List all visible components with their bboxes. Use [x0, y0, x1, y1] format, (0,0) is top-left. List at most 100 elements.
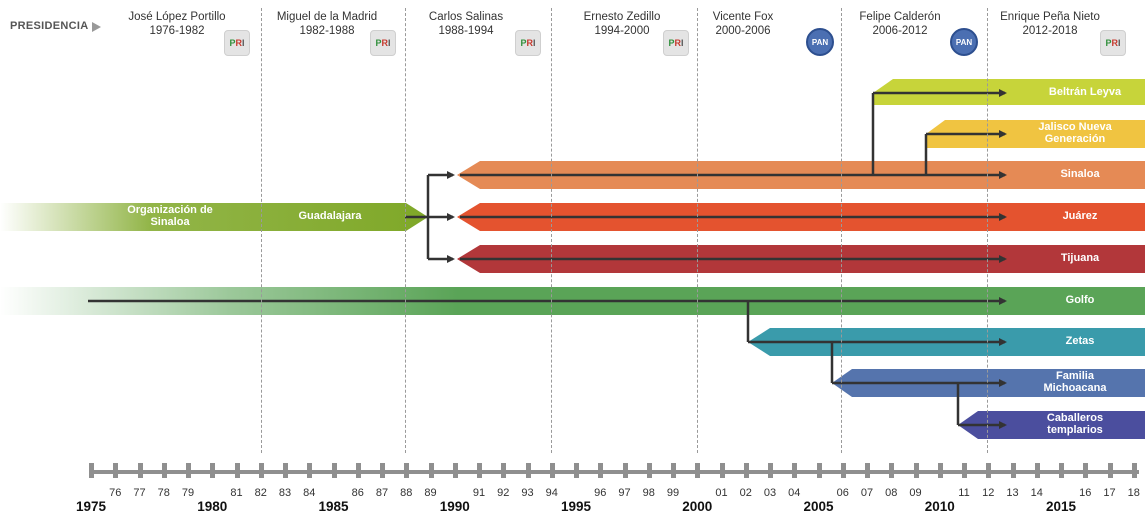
- axis-minor-label: 04: [788, 487, 801, 499]
- axis-minor-label: 81: [230, 487, 243, 499]
- axis-tick: [1083, 463, 1089, 478]
- president-term: 2012-2018: [1022, 25, 1078, 37]
- axis-tick: [477, 463, 482, 478]
- axis-minor-label: 99: [666, 487, 680, 499]
- axis-minor-label: 91: [472, 487, 486, 499]
- axis-tick: [307, 463, 313, 478]
- axis-minor-label: 97: [618, 487, 631, 499]
- axis-minor-label: 06: [836, 487, 849, 499]
- axis-minor-label: 14: [1030, 487, 1043, 499]
- axis-tick: [404, 463, 410, 478]
- president-lopez-portillo: José López Portillo 1976-1982: [112, 10, 242, 38]
- president-term: 1994-2000: [594, 25, 650, 37]
- axis-tick: [549, 463, 555, 478]
- axis-minor-label: 94: [545, 487, 558, 499]
- axis-tick: [840, 463, 846, 478]
- axis-minor-label: 17: [1103, 487, 1116, 499]
- president-fox: Vicente Fox 2000-2006: [693, 10, 793, 38]
- band-beltran-leyva: [873, 79, 1145, 105]
- timeline-axis: [89, 470, 1139, 474]
- axis-tick: [501, 463, 507, 478]
- president-name: Ernesto Zedillo: [583, 11, 661, 23]
- label-familia-michoacana: Familia Michoacana: [1043, 370, 1107, 394]
- label-guadalajara: Guadalajara: [298, 210, 362, 222]
- president-term: 2000-2006: [715, 25, 771, 37]
- axis-minor-label: 12: [982, 487, 995, 499]
- axis-tick: [89, 463, 94, 478]
- axis-tick: [719, 463, 725, 478]
- president-pena-nieto: Enrique Peña Nieto 2012-2018: [985, 10, 1115, 38]
- axis-minor-label: 09: [909, 487, 922, 499]
- axis-tick: [695, 463, 701, 478]
- axis-minor-label: 78: [157, 487, 170, 499]
- axis-tick: [525, 463, 531, 478]
- pan-logo-icon: PAN: [950, 28, 978, 56]
- axis-tick: [258, 463, 264, 478]
- axis-tick: [962, 463, 967, 478]
- axis-minor-label: 98: [642, 487, 655, 499]
- band-organizacion-de-sinaloa: [0, 203, 428, 231]
- term-divider-1988: [405, 8, 406, 453]
- axis-major-label: 1990: [439, 499, 470, 514]
- axis-tick: [1010, 463, 1016, 478]
- axis-minor-label: 01: [715, 487, 728, 499]
- axis-tick: [768, 463, 773, 478]
- axis-tick: [210, 463, 216, 478]
- axis-minor-label: 82: [254, 487, 267, 499]
- president-term: 2006-2012: [872, 25, 928, 37]
- president-de-la-madrid: Miguel de la Madrid 1982-1988: [262, 10, 392, 38]
- axis-minor-label: 84: [303, 487, 316, 499]
- label-beltran-leyva: Beltrán Leyva: [1048, 86, 1122, 98]
- axis-tick: [574, 463, 579, 478]
- president-term: 1982-1988: [299, 25, 355, 37]
- term-divider-2006: [841, 8, 842, 453]
- axis-minor-label: 76: [109, 487, 122, 499]
- axis-tick: [816, 463, 822, 478]
- band-caballeros-templarios: [958, 411, 1145, 439]
- axis-tick: [937, 463, 943, 478]
- axis-tick: [865, 463, 870, 478]
- label-golfo: Golfo: [1065, 294, 1095, 306]
- label-caballeros-templarios: Caballeros templarios: [1046, 412, 1104, 436]
- label-tijuana: Tijuana: [1060, 252, 1100, 264]
- axis-tick: [161, 463, 167, 478]
- president-term: 1988-1994: [438, 25, 494, 37]
- president-name: José López Portillo: [128, 11, 226, 23]
- axis-minor-label: 89: [424, 487, 437, 499]
- axis-major-label: 1985: [318, 499, 349, 514]
- term-divider-1982: [261, 8, 262, 453]
- axis-major-label: 1975: [75, 499, 107, 514]
- axis-minor-label: 96: [594, 487, 607, 499]
- pan-logo-icon: PAN: [806, 28, 834, 56]
- axis-tick: [428, 463, 434, 478]
- axis-tick: [913, 463, 919, 478]
- president-name: Enrique Peña Nieto: [1000, 11, 1100, 23]
- axis-minor-label: 92: [497, 487, 510, 499]
- axis-tick: [889, 463, 895, 478]
- axis-tick: [1107, 463, 1113, 478]
- axis-minor-label: 79: [181, 487, 195, 499]
- axis-tick: [743, 463, 749, 478]
- axis-minor-label: 87: [375, 487, 389, 499]
- axis-tick: [331, 463, 337, 478]
- axis-tick: [1034, 463, 1040, 478]
- president-salinas: Carlos Salinas 1988-1994: [401, 10, 531, 38]
- axis-minor-label: 83: [278, 487, 292, 499]
- axis-minor-label: 18: [1127, 487, 1140, 499]
- president-term: 1976-1982: [149, 25, 205, 37]
- axis-tick: [186, 463, 191, 478]
- axis-major-label: 2000: [682, 499, 713, 514]
- axis-major-label: 2005: [803, 499, 834, 514]
- term-divider-2000: [697, 8, 698, 453]
- band-jalisco-nueva-generacion: [926, 120, 1145, 148]
- axis-minor-label: 77: [133, 487, 146, 499]
- label-sinaloa: Sinaloa: [1060, 168, 1100, 180]
- axis-minor-label: 03: [763, 487, 777, 499]
- axis-minor-label: 13: [1006, 487, 1019, 499]
- label-zetas: Zetas: [1065, 335, 1095, 347]
